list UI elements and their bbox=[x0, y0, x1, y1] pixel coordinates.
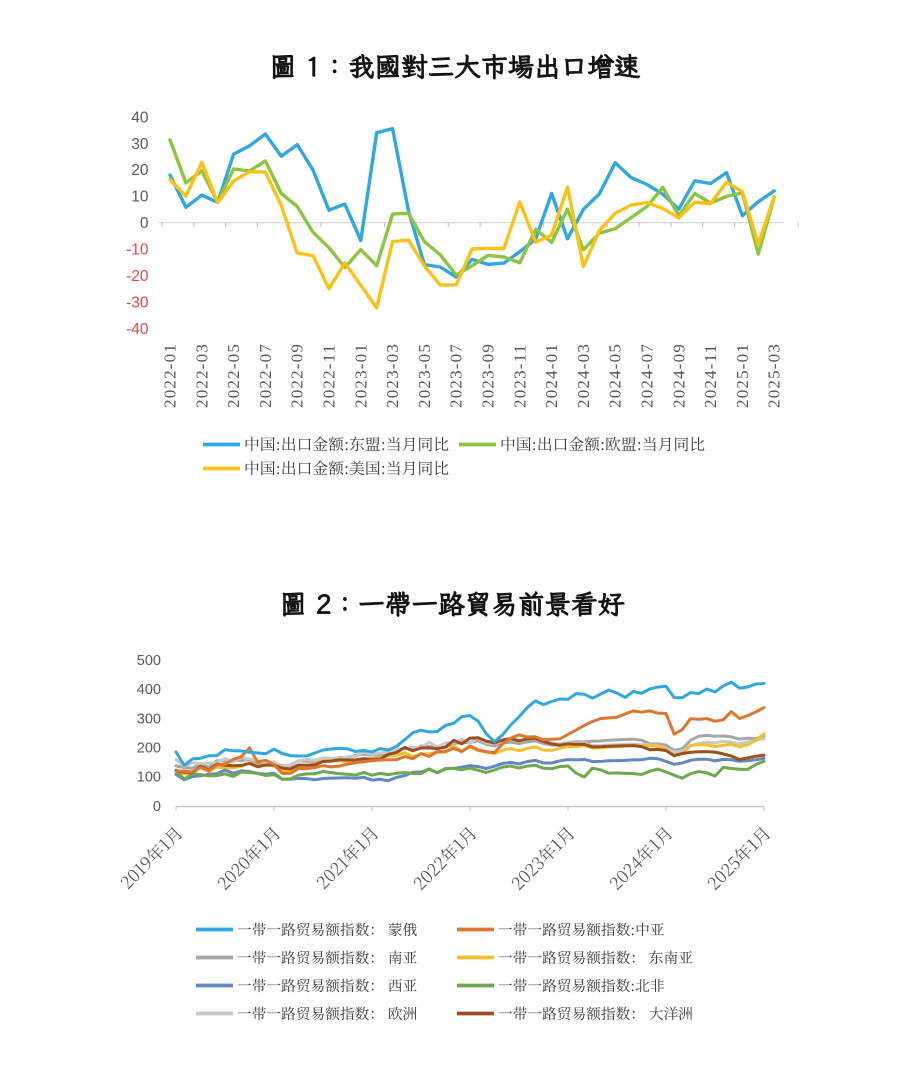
svg-text:100: 100 bbox=[137, 770, 161, 786]
svg-text:400: 400 bbox=[137, 682, 161, 698]
svg-text:2023-07: 2023-07 bbox=[447, 343, 466, 408]
svg-text:2023-11: 2023-11 bbox=[510, 344, 529, 408]
svg-text:2024-07: 2024-07 bbox=[638, 343, 657, 408]
svg-text:2025-01: 2025-01 bbox=[733, 343, 752, 408]
svg-text:2022-03: 2022-03 bbox=[192, 343, 211, 408]
svg-text:20: 20 bbox=[131, 162, 149, 179]
svg-text:10: 10 bbox=[131, 189, 149, 206]
svg-text:-20: -20 bbox=[126, 268, 149, 285]
svg-text:2024-01: 2024-01 bbox=[542, 343, 561, 408]
svg-text:-30: -30 bbox=[126, 294, 149, 311]
svg-text:2023-05: 2023-05 bbox=[415, 343, 434, 408]
svg-text:2022-01: 2022-01 bbox=[161, 343, 180, 408]
svg-text:-10: -10 bbox=[126, 242, 149, 259]
svg-text:2024-03: 2024-03 bbox=[574, 343, 593, 408]
svg-text:2022-05: 2022-05 bbox=[224, 343, 243, 408]
svg-text:-40: -40 bbox=[126, 321, 149, 338]
svg-text:2025-03: 2025-03 bbox=[765, 343, 784, 408]
svg-text:200: 200 bbox=[137, 741, 161, 757]
svg-text:2022-07: 2022-07 bbox=[256, 343, 275, 408]
svg-text:300: 300 bbox=[137, 711, 161, 727]
svg-text:500: 500 bbox=[137, 653, 161, 669]
svg-text:0: 0 bbox=[153, 799, 161, 815]
svg-text:2022-11: 2022-11 bbox=[320, 344, 339, 408]
svg-text:2023-01: 2023-01 bbox=[351, 343, 370, 408]
svg-text:40: 40 bbox=[131, 109, 149, 126]
svg-text:2024-09: 2024-09 bbox=[669, 343, 688, 408]
svg-text:30: 30 bbox=[131, 136, 149, 153]
svg-text:0: 0 bbox=[140, 215, 149, 232]
svg-text:2023-09: 2023-09 bbox=[479, 343, 498, 408]
svg-text:2024-11: 2024-11 bbox=[701, 344, 720, 408]
svg-text:2022-09: 2022-09 bbox=[288, 343, 307, 408]
svg-text:2023-03: 2023-03 bbox=[383, 343, 402, 408]
svg-text:2024-05: 2024-05 bbox=[606, 343, 625, 408]
